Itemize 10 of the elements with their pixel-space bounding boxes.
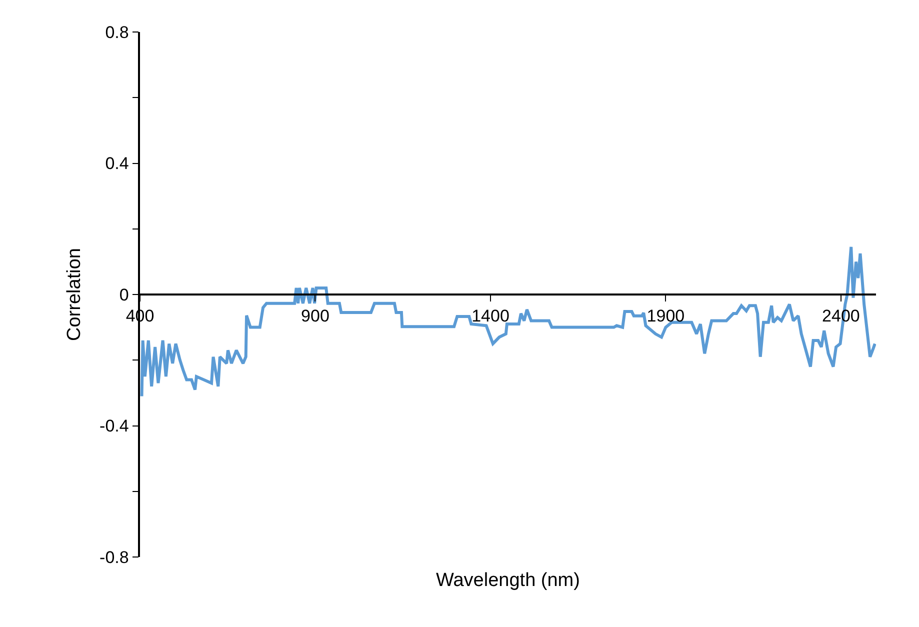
x-tick-label: 1900	[646, 306, 685, 326]
y-axis-title: Correlation	[64, 248, 85, 341]
y-tick-label: -0.8	[100, 548, 129, 567]
y-tick-label: 0	[119, 285, 129, 304]
x-tick-label: 1400	[472, 306, 510, 326]
y-tick-label: 0.4	[105, 154, 129, 174]
y-tick-label: 0.8	[105, 22, 129, 42]
x-axis-title: Wavelength (nm)	[436, 570, 580, 591]
y-tick-label: -0.4	[100, 416, 129, 436]
x-tick-label: 900	[301, 306, 330, 326]
